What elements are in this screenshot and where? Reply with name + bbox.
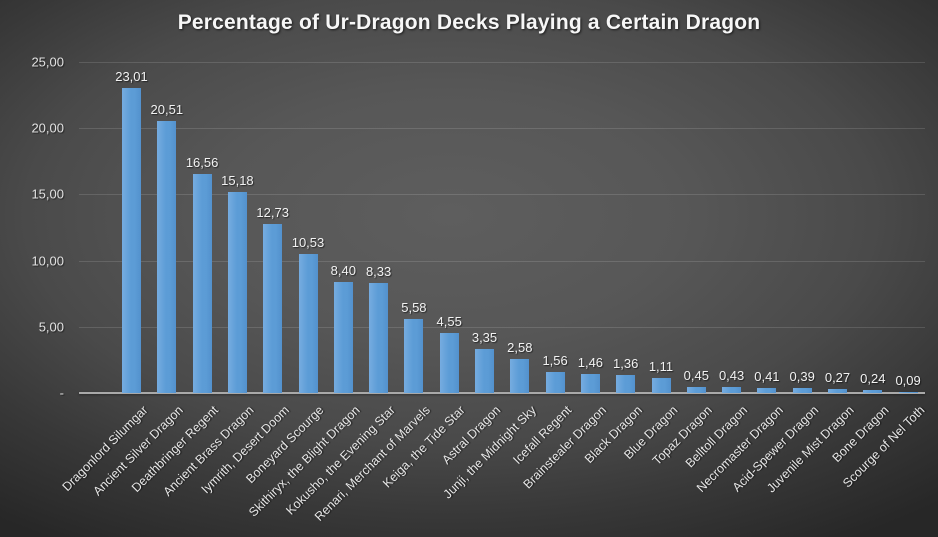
bar-value-label: 0,45: [683, 368, 709, 384]
chart-title: Percentage of Ur-Dragon Decks Playing a …: [177, 11, 761, 34]
bar-value-label: 0,39: [789, 368, 815, 384]
gridline: [79, 128, 925, 130]
bar: [439, 332, 459, 393]
bar-value-label: 1,11: [648, 359, 674, 375]
bar: [192, 173, 212, 393]
bar-value-label: 1,46: [577, 354, 604, 370]
bar: [651, 378, 671, 393]
bar-value-label: 15,18: [221, 173, 254, 189]
bar: [227, 192, 247, 393]
bar-value-label: 0,27: [824, 370, 851, 386]
bar: [616, 374, 636, 393]
bar: [157, 121, 177, 393]
bar: [722, 387, 742, 393]
gridline: [79, 260, 925, 262]
bar-value-label: 1,36: [613, 355, 639, 371]
bar: [863, 389, 883, 393]
bar: [828, 389, 847, 393]
bar-value-label: 8,33: [365, 263, 392, 279]
bar: [898, 391, 918, 393]
y-axis-tick-label: 25,00: [31, 54, 64, 70]
bar-value-label: 12,73: [256, 205, 289, 221]
bar-value-label: 0,43: [718, 368, 745, 384]
bar: [792, 387, 812, 393]
y-axis-tick-label: 15,00: [31, 186, 64, 202]
bar: [757, 387, 777, 393]
bar: [333, 281, 353, 393]
bar: [122, 88, 141, 393]
bar: [686, 387, 706, 393]
bar-value-label: 3,35: [471, 329, 498, 345]
y-axis-tick-label: 5,00: [38, 319, 64, 335]
bar: [580, 373, 600, 393]
y-axis-tick-label: -: [59, 385, 64, 401]
bar-value-label: 23,01: [115, 69, 148, 85]
bar: [510, 358, 530, 393]
bar-value-label: 5,58: [401, 300, 427, 316]
bar-value-label: 0,24: [860, 370, 886, 386]
gridline: [79, 326, 925, 328]
bar: [404, 319, 424, 393]
bar-value-label: 10,53: [291, 234, 325, 250]
bar-value-label: 0,09: [895, 372, 921, 388]
bar: [263, 224, 283, 393]
gridline: [79, 62, 925, 63]
y-axis-tick-label: 20,00: [31, 120, 64, 136]
bar-value-label: 1,56: [542, 353, 568, 369]
gridline: [79, 194, 925, 196]
x-axis-line: [79, 392, 925, 394]
bar: [369, 282, 389, 393]
bar: [298, 253, 318, 393]
bar-value-label: 2,58: [507, 339, 533, 355]
y-axis-tick-label: 10,00: [31, 253, 64, 269]
bar-value-label: 20,51: [150, 102, 184, 118]
bar-value-label: 4,55: [436, 313, 462, 329]
bar-value-label: 16,56: [185, 154, 219, 170]
bar: [545, 372, 565, 393]
bar-value-label: 8,40: [330, 262, 356, 278]
bar: [475, 348, 494, 393]
bar-value-label: 0,41: [754, 368, 780, 384]
